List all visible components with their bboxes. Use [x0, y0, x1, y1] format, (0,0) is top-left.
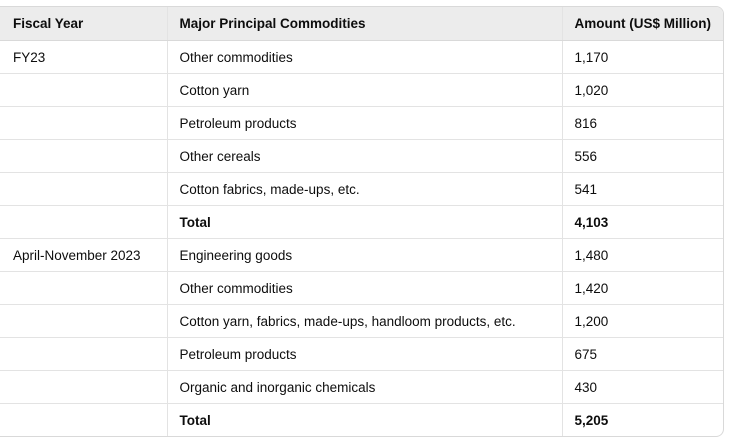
commodity-cell: Other cereals: [166, 139, 562, 173]
fiscal-year-cell: [0, 106, 167, 140]
amount-cell: 430: [561, 370, 723, 404]
amount-cell: 675: [561, 337, 723, 371]
table-row: Cotton fabrics, made-ups, etc. 541: [0, 172, 723, 206]
amount-cell: 816: [561, 106, 723, 140]
fiscal-year-cell: [0, 271, 167, 305]
table-row: Cotton yarn 1,020: [0, 73, 723, 107]
fiscal-year-cell: [0, 139, 167, 173]
header-commodity: Major Principal Commodities: [166, 7, 562, 41]
commodity-cell: Petroleum products: [166, 337, 562, 371]
table-row: Organic and inorganic chemicals 430: [0, 370, 723, 404]
fiscal-year-cell: [0, 172, 167, 206]
table-header-row: Fiscal Year Major Principal Commodities …: [0, 7, 723, 41]
table-total-row: Total 4,103: [0, 205, 723, 239]
fiscal-year-cell: April-November 2023: [0, 238, 167, 272]
commodities-table-container: Fiscal Year Major Principal Commodities …: [0, 6, 724, 437]
fiscal-year-cell: [0, 337, 167, 371]
commodity-cell: Engineering goods: [166, 238, 562, 272]
amount-cell: 4,103: [561, 205, 723, 239]
amount-cell: 1,020: [561, 73, 723, 107]
commodity-cell: Cotton yarn: [166, 73, 562, 107]
commodity-cell: Cotton yarn, fabrics, made-ups, handloom…: [166, 304, 562, 338]
fiscal-year-cell: [0, 205, 167, 239]
table-row: Petroleum products 816: [0, 106, 723, 140]
fiscal-year-cell: FY23: [0, 40, 167, 74]
table-body: FY23 Other commodities 1,170 Cotton yarn 1,0…: [0, 40, 723, 437]
commodity-cell: Total: [166, 205, 562, 239]
amount-cell: 1,170: [561, 40, 723, 74]
amount-cell: 1,200: [561, 304, 723, 338]
header-fiscal-year: Fiscal Year: [0, 7, 167, 41]
table-row: April-November 2023 Engineering goods 1,48…: [0, 238, 723, 272]
table-total-row: Total 5,205: [0, 403, 723, 437]
table-row: Cotton yarn, fabrics, made-ups, handloom…: [0, 304, 723, 338]
commodity-cell: Cotton fabrics, made-ups, etc.: [166, 172, 562, 206]
amount-cell: 1,420: [561, 271, 723, 305]
fiscal-year-cell: [0, 73, 167, 107]
amount-cell: 556: [561, 139, 723, 173]
table-row: Other commodities 1,420: [0, 271, 723, 305]
amount-cell: 5,205: [561, 403, 723, 436]
amount-cell: 541: [561, 172, 723, 206]
commodity-cell: Other commodities: [166, 271, 562, 305]
commodity-cell: Other commodities: [166, 40, 562, 74]
fiscal-year-cell: [0, 304, 167, 338]
commodity-cell: Total: [166, 403, 562, 436]
commodity-cell: Organic and inorganic chemicals: [166, 370, 562, 404]
commodity-cell: Petroleum products: [166, 106, 562, 140]
table-row: FY23 Other commodities 1,170: [0, 40, 723, 74]
table-row: Other cereals 556: [0, 139, 723, 173]
header-amount: Amount (US$ Million): [561, 7, 723, 41]
table-row: Petroleum products 675: [0, 337, 723, 371]
amount-cell: 1,480: [561, 238, 723, 272]
fiscal-year-cell: [0, 404, 167, 437]
fiscal-year-cell: [0, 370, 167, 404]
commodities-table: Fiscal Year Major Principal Commodities …: [0, 7, 723, 436]
